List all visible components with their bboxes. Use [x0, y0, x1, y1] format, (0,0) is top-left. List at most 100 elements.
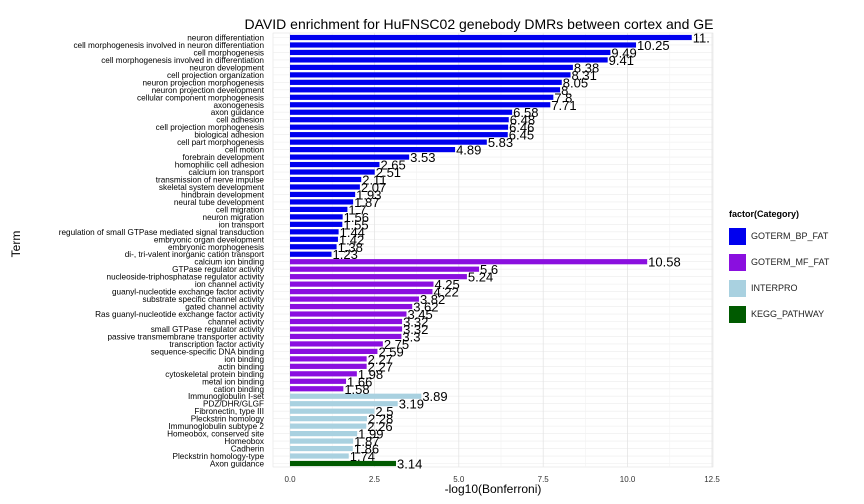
bar	[290, 79, 562, 85]
y-tick-label: Homeobox	[224, 437, 264, 446]
bar	[290, 132, 508, 138]
bar-value-label: 2.27	[368, 359, 393, 374]
bar	[290, 259, 648, 265]
bar-value-label: 1.99	[358, 427, 383, 442]
legend: factor(Category) GOTERM_BP_FAT GOTERM_MF…	[729, 209, 829, 327]
bar-value-label: 5.83	[488, 135, 513, 150]
bar-value-label: 5.6	[480, 262, 498, 277]
y-tick-label: Cadherin	[231, 445, 265, 454]
y-tick-label: Immunoglobulin I-set	[188, 392, 265, 401]
bar	[290, 169, 375, 175]
y-tick-label: cell part morphogenesis	[177, 138, 264, 147]
bar-value-label: 1.86	[354, 442, 379, 457]
bar	[290, 401, 398, 407]
bar-value-label: 6.48	[510, 113, 535, 128]
y-tick-label: passive transmembrane transporter activi…	[107, 332, 264, 341]
y-tick-label: channel activity	[208, 318, 265, 327]
bar	[290, 139, 487, 145]
bar-value-label: 1.56	[344, 210, 369, 225]
y-tick-label: forebrain development	[183, 153, 265, 162]
bar	[290, 236, 338, 242]
y-tick-label: cation binding	[213, 385, 264, 394]
y-tick-label: nucleoside-triphosphatase regulator acti…	[107, 273, 265, 282]
y-tick-label: Immunoglobulin subtype 2	[168, 422, 264, 431]
legend-swatch-mf	[729, 253, 746, 271]
bar-value-label: 10.58	[648, 255, 681, 270]
legend-label-mf: GOTERM_MF_FAT	[751, 257, 830, 267]
bar-value-label: 2.26	[367, 419, 392, 434]
bar-value-label: 5.24	[468, 270, 493, 285]
bar	[290, 386, 344, 392]
bar	[290, 356, 367, 362]
y-tick-label: homophilic cell adhesion	[175, 161, 265, 170]
x-tick-label: 2.5	[369, 475, 381, 484]
bar	[290, 311, 407, 317]
bar	[290, 161, 380, 168]
bar	[290, 341, 383, 347]
bar	[290, 102, 551, 108]
y-tick-label: small GTPase regulator activity	[151, 325, 265, 334]
bar-value-label: 1.7	[348, 202, 366, 217]
y-tick-label: Ras guanyl-nucleotide exchange factor ac…	[95, 310, 265, 319]
bar	[290, 184, 360, 190]
legend-item-kegg: KEGG_PATHWAY	[729, 301, 829, 327]
bar	[290, 117, 509, 123]
y-tick-label: axon guidance	[211, 108, 265, 117]
bar	[290, 416, 367, 422]
legend-swatch-kegg	[729, 305, 746, 323]
y-tick-label: ion channel activity	[195, 280, 265, 289]
legend-label-interpro: INTERPRO	[751, 283, 798, 293]
x-tick-label: 10.0	[620, 475, 636, 484]
y-tick-label: biological adhesion	[194, 131, 264, 140]
y-tick-label: Homeobox, conserved site	[167, 430, 264, 439]
bar	[290, 87, 561, 93]
legend-title: factor(Category)	[729, 209, 800, 219]
bar	[290, 318, 403, 325]
bar	[290, 378, 347, 384]
y-tick-label: neuron projection development	[152, 86, 265, 95]
y-tick-label: transcription factor activity	[169, 340, 265, 349]
bar-value-label: 1.87	[354, 434, 379, 449]
y-tick-label: cellular component morphogenesis	[137, 93, 264, 102]
y-axis-label: Term	[9, 231, 23, 258]
y-tick-label: hindbrain development	[181, 190, 265, 199]
y-tick-label: calcium ion binding	[194, 258, 264, 267]
bar-value-label: 2.51	[376, 165, 401, 180]
bar	[290, 42, 637, 48]
y-tick-label: calcium ion transport	[188, 168, 264, 177]
bar-value-label: 11.	[693, 31, 710, 46]
y-tick-label: cytoskeletal protein binding	[165, 370, 264, 379]
bar	[290, 281, 434, 287]
y-tick-label: metal ion binding	[202, 377, 264, 386]
y-tick-label: gated channel activity	[185, 303, 265, 312]
bar	[290, 303, 413, 310]
x-axis-label: -log10(Bonferroni)	[445, 482, 542, 496]
bar-value-label: 4.89	[456, 143, 481, 158]
bar-value-labels: 11. 10.259.499.41 8.388.318.058.7.87.71 6.5…	[333, 31, 710, 472]
y-tick-label: guanyl-nucleotide exchange factor activi…	[112, 288, 265, 297]
bar-value-label: 6.45	[509, 128, 534, 143]
y-tick-label: Axon guidance	[210, 460, 265, 469]
bar-value-label: 3.32	[403, 322, 428, 337]
bar	[290, 94, 554, 100]
bar-value-label: 4.25	[434, 277, 459, 292]
bar-value-label: 9.41	[609, 53, 634, 68]
y-tick-label: embryonic morphogenesis	[168, 243, 264, 252]
bar-value-label: 2.27	[368, 352, 393, 367]
y-tick-label: embryonic organ development	[154, 235, 265, 244]
bar-value-label: 2.5	[375, 404, 393, 419]
bar-value-label: 3.53	[410, 150, 435, 165]
x-tick-label: 7.5	[538, 475, 550, 484]
bar-value-label: 2.11	[362, 173, 386, 188]
bar	[290, 206, 348, 212]
legend-item-bp: GOTERM_BP_FAT	[729, 223, 829, 249]
bar	[290, 326, 403, 332]
y-tick-label: regulation of small GTPase mediated sign…	[59, 228, 265, 237]
y-tick-label: cell adhesion	[216, 116, 264, 125]
bar-value-label: 3.14	[397, 457, 422, 472]
bar	[290, 453, 349, 459]
legend-label-kegg: KEGG_PATHWAY	[751, 309, 825, 319]
bar	[290, 72, 571, 78]
bar-value-label: 9.49	[611, 45, 636, 60]
